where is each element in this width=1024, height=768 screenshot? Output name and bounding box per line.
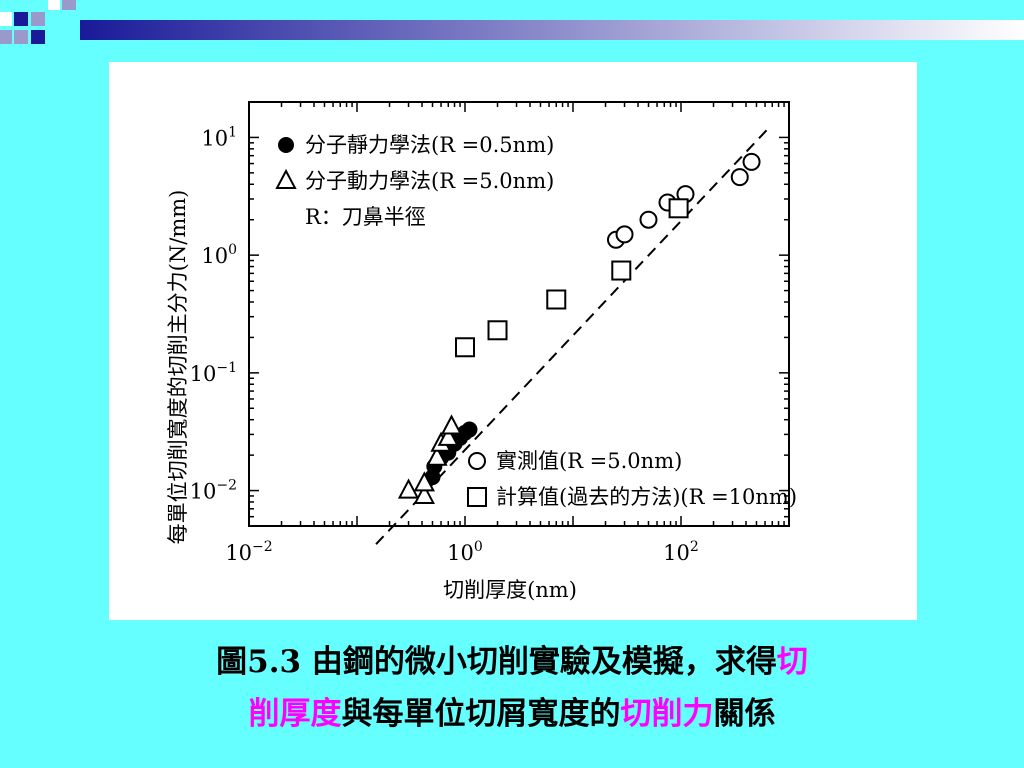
y-axis-label: 每單位切削寬度的切削主分力(N/mm) — [166, 190, 190, 545]
legend-top-label: R：刀鼻半徑 — [305, 205, 426, 229]
trend-line — [375, 129, 768, 545]
data-point — [611, 260, 632, 281]
caption-text: 與每單位切屑寬度的 — [341, 696, 621, 732]
data-point — [668, 198, 689, 219]
deco-square-white — [0, 12, 12, 26]
caption-text: 關係 — [713, 696, 776, 732]
caption-highlight: 切削力 — [620, 696, 714, 732]
data-point — [413, 471, 435, 492]
y-tick-label: 100 — [201, 242, 237, 268]
plot-frame — [248, 101, 790, 527]
y-tick-label: 10−2 — [190, 478, 237, 504]
x-tick-label: 10−2 — [225, 539, 272, 565]
deco-square-light — [14, 30, 28, 44]
data-point — [742, 152, 761, 171]
data-point — [455, 337, 475, 358]
legend-bottom-label: 計算值(過去的方法)(R =10nm) — [496, 485, 797, 509]
legend-marker — [467, 487, 487, 507]
legend-top-label: 分子動力學法(R =5.0nm) — [305, 169, 554, 193]
data-point — [487, 320, 508, 341]
data-point — [639, 210, 658, 229]
caption-highlight: 切 — [776, 644, 808, 680]
deco-square-light — [62, 0, 76, 10]
data-point — [546, 289, 567, 310]
legend-marker — [275, 168, 297, 189]
caption-text: 圖5.3 由鋼的微小切削實驗及模擬，求得 — [216, 644, 777, 680]
x-tick-label: 102 — [663, 539, 699, 565]
y-tick-label: 10−1 — [190, 360, 237, 386]
figure-caption: 圖5.3 由鋼的微小切削實驗及模擬，求得切 削厚度與每單位切屑寬度的切削力關係 — [40, 636, 984, 740]
deco-square-white — [48, 0, 60, 10]
legend-marker — [468, 452, 486, 470]
legend-bottom-label: 實測值(R =5.0nm) — [496, 449, 682, 473]
x-axis-label: 切削厚度(nm) — [443, 578, 577, 602]
chart-panel: 10−2 100 102 10−2 10−1 100 101 分子靜力學法(R =0.5nm… — [109, 62, 917, 620]
caption-highlight: 削厚度 — [248, 696, 342, 732]
data-point — [461, 421, 478, 438]
deco-square-dark — [31, 30, 45, 44]
data-point — [440, 414, 463, 435]
data-point — [426, 445, 448, 466]
caption-line-2: 削厚度與每單位切屑寬度的切削力關係 — [40, 688, 984, 740]
data-point — [397, 478, 420, 499]
deco-square-light — [0, 30, 12, 44]
x-tick-label: 100 — [447, 539, 483, 565]
decorative-banner — [0, 0, 1024, 44]
data-point — [615, 225, 634, 244]
deco-square-light — [31, 12, 45, 26]
caption-line-1: 圖5.3 由鋼的微小切削實驗及模擬，求得切 — [40, 636, 984, 688]
y-tick-label: 101 — [201, 124, 237, 150]
data-point — [437, 425, 459, 446]
deco-square-dark — [14, 12, 28, 26]
deco-gradient-bar — [80, 20, 1024, 40]
log-log-scatter-chart: 10−2 100 102 10−2 10−1 100 101 分子靜力學法(R =0.5nm… — [166, 101, 797, 602]
data-point — [413, 483, 435, 504]
legend-top-label: 分子靜力學法(R =0.5nm) — [305, 133, 554, 157]
legend-marker — [278, 137, 294, 153]
data-point — [730, 168, 749, 187]
